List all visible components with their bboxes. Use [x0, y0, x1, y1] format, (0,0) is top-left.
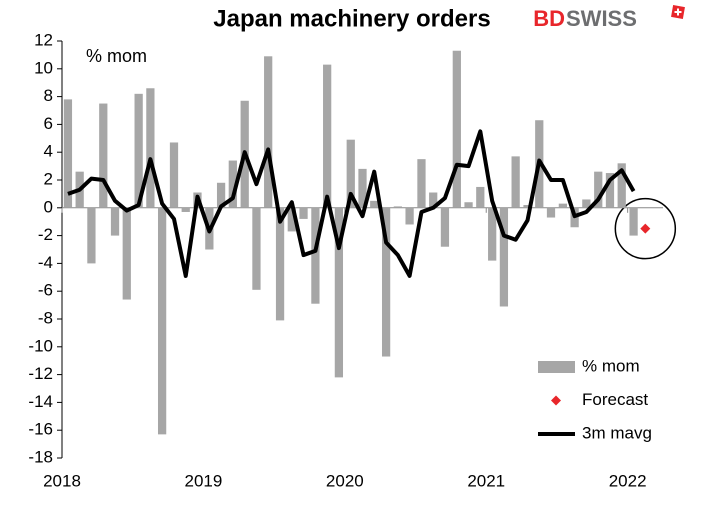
- bar: [417, 159, 426, 208]
- y-unit-label: % mom: [86, 46, 147, 66]
- bar: [511, 156, 520, 208]
- bar: [523, 205, 532, 208]
- y-tick-label: -4: [38, 253, 53, 272]
- bar: [110, 207, 120, 236]
- bar: [594, 171, 603, 208]
- bar: [287, 207, 296, 232]
- y-tick-label: 8: [44, 86, 53, 105]
- bar: [169, 142, 179, 208]
- bar: [275, 207, 285, 321]
- legend-label: 3m mavg: [582, 423, 652, 442]
- bar: [134, 93, 143, 208]
- y-tick-label: -2: [38, 225, 53, 244]
- bar: [299, 207, 308, 219]
- bar: [264, 56, 273, 208]
- bar: [629, 207, 638, 236]
- bar: [358, 168, 367, 208]
- bar: [146, 88, 155, 208]
- logo-cross: [674, 8, 682, 16]
- logo-part: BD: [533, 6, 565, 31]
- chart-title: Japan machinery orders: [213, 5, 490, 32]
- bar: [334, 207, 344, 378]
- bar: [122, 207, 131, 300]
- legend-label: % mom: [582, 356, 640, 375]
- y-tick-label: -18: [28, 447, 53, 466]
- bar: [63, 99, 73, 208]
- bar: [464, 202, 473, 208]
- forecast-highlight: [614, 197, 677, 260]
- bar: [346, 139, 355, 208]
- bar: [499, 207, 509, 307]
- bar: [99, 103, 108, 208]
- bar: [440, 207, 450, 247]
- line: [67, 129, 636, 278]
- y-tick-label: -6: [38, 281, 53, 300]
- forecast-point: [640, 223, 651, 234]
- bar: [157, 207, 167, 435]
- x-tick-label: 2018: [43, 471, 81, 490]
- bar: [393, 206, 402, 208]
- bar: [228, 160, 237, 208]
- legend-swatch: [551, 395, 561, 406]
- x-tick-label: 2020: [326, 471, 364, 490]
- y-tick-label: 4: [44, 142, 53, 161]
- bar: [452, 50, 461, 208]
- y-tick-label: 6: [44, 114, 53, 133]
- bar: [582, 199, 591, 208]
- y-tick-label: -8: [38, 308, 53, 327]
- bar: [181, 207, 190, 212]
- y-tick-label: -16: [28, 420, 53, 439]
- y-tick-label: 10: [34, 58, 53, 77]
- bar: [429, 192, 438, 208]
- y-tick-label: -14: [28, 392, 53, 411]
- y-tick-label: -10: [28, 336, 53, 355]
- bar: [405, 207, 414, 225]
- bar: [311, 207, 320, 304]
- x-tick-label: 2021: [467, 471, 505, 490]
- x-tick-label: 2022: [609, 471, 647, 490]
- y-tick-label: 12: [34, 30, 53, 49]
- bar: [216, 182, 226, 208]
- bar: [381, 207, 391, 357]
- y-tick-label: -12: [28, 364, 53, 383]
- bar: [370, 200, 379, 208]
- bar: [605, 173, 615, 208]
- logo-part: SWISS: [566, 6, 637, 31]
- legend-swatch: [538, 361, 575, 373]
- bar: [617, 163, 626, 208]
- bar: [252, 207, 261, 290]
- bar: [476, 186, 485, 208]
- x-tick-label: 2019: [184, 471, 222, 490]
- legend-label: Forecast: [582, 390, 648, 409]
- logo-icon: [671, 5, 685, 19]
- bar: [546, 207, 556, 218]
- y-tick-label: 0: [44, 197, 53, 216]
- bar: [558, 203, 568, 208]
- y-tick-label: 2: [44, 169, 53, 188]
- bar: [323, 64, 332, 208]
- bar: [488, 207, 497, 261]
- bar: [87, 207, 96, 264]
